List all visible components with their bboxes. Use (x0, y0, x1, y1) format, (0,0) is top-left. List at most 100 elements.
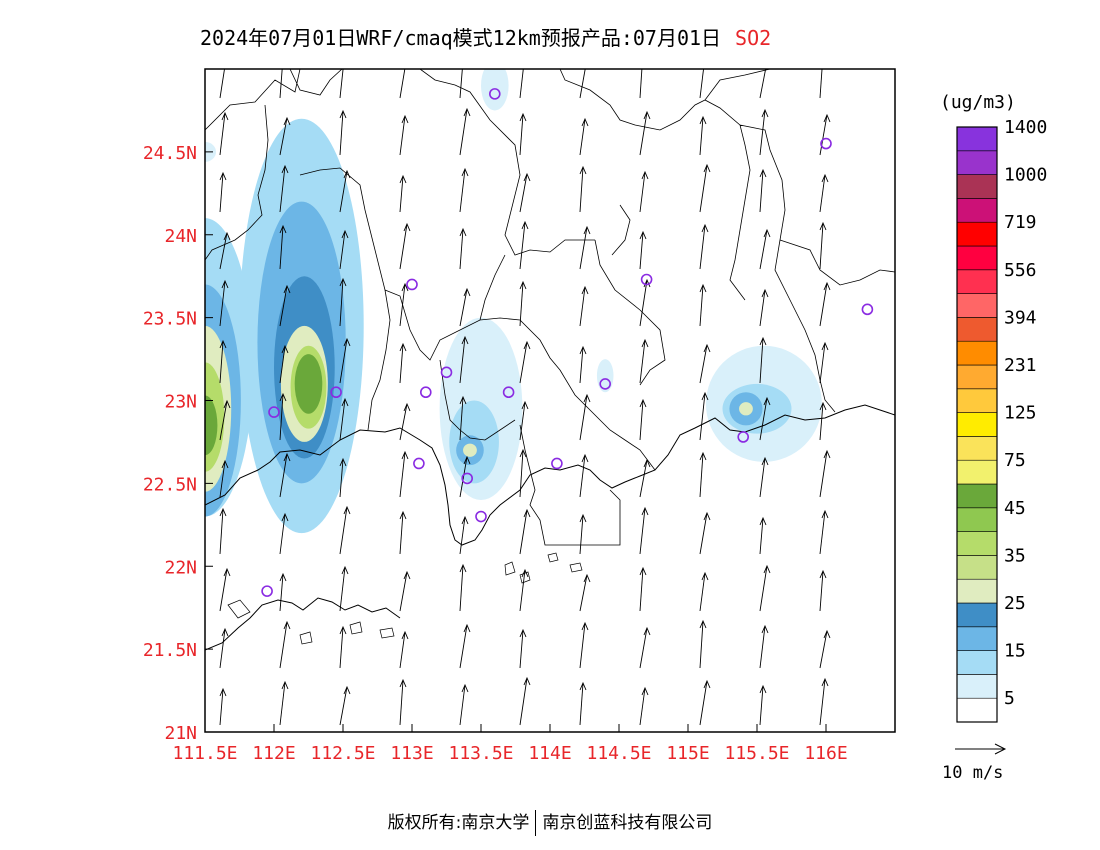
wind-arrow-icon (279, 69, 283, 99)
wind-arrow-icon (759, 169, 764, 213)
wind-arrow-icon (399, 571, 408, 612)
colorbar-label: 5 (1004, 688, 1015, 709)
wind-arrowhead-icon (821, 677, 829, 687)
wind-arrowhead-icon (699, 619, 707, 629)
wind-arrow-icon (699, 164, 708, 213)
wind-arrow-icon (759, 685, 764, 726)
wind-arrow-icon (639, 339, 646, 384)
lat-tick-label: 23N (164, 392, 197, 413)
title-main: 2024年07月01日WRF/cmaq模式12km预报产品:07月01日 (200, 26, 722, 50)
province-boundaries (205, 69, 895, 546)
colorbar-swatch (956, 483, 998, 509)
wind-arrowhead-icon (703, 163, 711, 173)
wind-arrow-icon (459, 168, 466, 213)
wind-arrow-icon (699, 452, 704, 498)
wind-arrow-icon (699, 512, 708, 555)
wind-arrowhead-icon (579, 681, 587, 691)
wind-arrow-icon (759, 457, 766, 498)
wind-arrowhead-icon (523, 340, 531, 350)
wind-arrowhead-icon (221, 111, 229, 121)
wind-arrowhead-icon (639, 566, 647, 576)
colorbar-label: 15 (1004, 641, 1026, 662)
wind-arrowhead-icon (819, 401, 827, 411)
wind-arrow-icon (819, 450, 828, 498)
wind-arrowhead-icon (219, 339, 227, 349)
wind-arrow-icon (459, 69, 463, 99)
wind-arrowhead-icon (699, 451, 707, 461)
wind-arrow-icon (579, 682, 584, 726)
copyright-left: 版权所有:南京大学 (387, 813, 530, 833)
wind-arrow-icon (339, 278, 344, 327)
wind-arrow-icon (339, 566, 346, 612)
colorbar-label: 1000 (1004, 165, 1047, 186)
wind-arrowhead-icon (221, 627, 229, 637)
wind-arrow-icon (399, 679, 404, 726)
wind-arrowhead-icon (701, 571, 709, 581)
wind-arrowhead-icon (403, 222, 411, 232)
wind-arrow-icon (219, 280, 226, 327)
wind-arrow-icon (279, 621, 288, 669)
wind-arrow-icon (339, 626, 344, 669)
colorbar-swatch (956, 364, 998, 390)
wind-arrowhead-icon (764, 69, 770, 70)
wind-arrow-icon (639, 69, 643, 99)
colorbar-label: 556 (1004, 260, 1037, 281)
wind-arrow-icon (759, 337, 764, 384)
concentration-contour (205, 395, 218, 456)
station-marker-icon (640, 273, 653, 286)
colorbar-label: 125 (1004, 403, 1037, 424)
wind-arrow-icon (339, 170, 348, 213)
wind-arrowhead-icon (463, 455, 471, 465)
wind-arrow-icon (639, 171, 646, 213)
wind-arrowhead-icon (461, 335, 469, 345)
wind-arrow-icon (579, 514, 584, 555)
wind-arrow-icon (519, 113, 524, 156)
wind-arrowhead-icon (581, 453, 589, 463)
wind-arrowhead-icon (703, 511, 711, 521)
copyright-right: 南京创蓝科技有限公司 (542, 813, 713, 833)
wind-arrow-icon (819, 114, 828, 156)
wind-arrowhead-icon (401, 630, 409, 640)
station-marker-icon (599, 378, 612, 390)
wind-arrow-icon (459, 624, 468, 669)
wind-arrow-icon (819, 69, 823, 99)
station-marker-icon (419, 386, 432, 399)
concentration-shading (205, 69, 822, 534)
wind-arrow-icon (459, 228, 464, 270)
wind-arrowhead-icon (463, 107, 471, 117)
wind-arrowhead-icon (401, 114, 409, 124)
wind-arrow-icon (639, 231, 644, 270)
wind-arrowhead-icon (583, 393, 591, 403)
wind-arrow-icon (699, 116, 704, 156)
wind-arrowhead-icon (761, 456, 769, 466)
wind-arrow-icon (459, 516, 466, 555)
wind-arrow-icon (579, 166, 584, 213)
wind-arrowhead-icon (343, 169, 351, 179)
wind-arrow-icon (219, 568, 228, 612)
wind-arrow-icon (519, 449, 524, 498)
colorbar-label: 45 (1004, 498, 1026, 519)
wind-arrow-icon (519, 221, 526, 270)
wind-arrow-icon (399, 631, 406, 669)
wind-arrowhead-icon (519, 280, 527, 290)
wind-arrowhead-icon (223, 567, 231, 577)
lat-tick-label: 22N (164, 557, 197, 578)
colorbar-swatch (956, 269, 998, 294)
colorbar-label: 719 (1004, 212, 1037, 233)
wind-arrow-icon (279, 681, 286, 726)
wind-arrow-icon (519, 69, 524, 99)
wind-arrow-icon (699, 284, 704, 327)
lat-tick-label: 23.5N (143, 309, 197, 330)
station-marker-icon (737, 431, 750, 443)
wind-arrow-icon (639, 687, 646, 726)
wind-arrowhead-icon (703, 679, 711, 689)
wind-arrowhead-icon (283, 620, 291, 630)
wind-arrowhead-icon (283, 116, 291, 126)
wind-arrowhead-icon (581, 117, 589, 127)
wind-arrowhead-icon (522, 54, 528, 61)
colorbar-swatch (956, 174, 998, 199)
wind-arrowhead-icon (579, 345, 587, 355)
wind-arrow-icon (519, 173, 528, 213)
wind-arrowhead-icon (763, 564, 771, 574)
